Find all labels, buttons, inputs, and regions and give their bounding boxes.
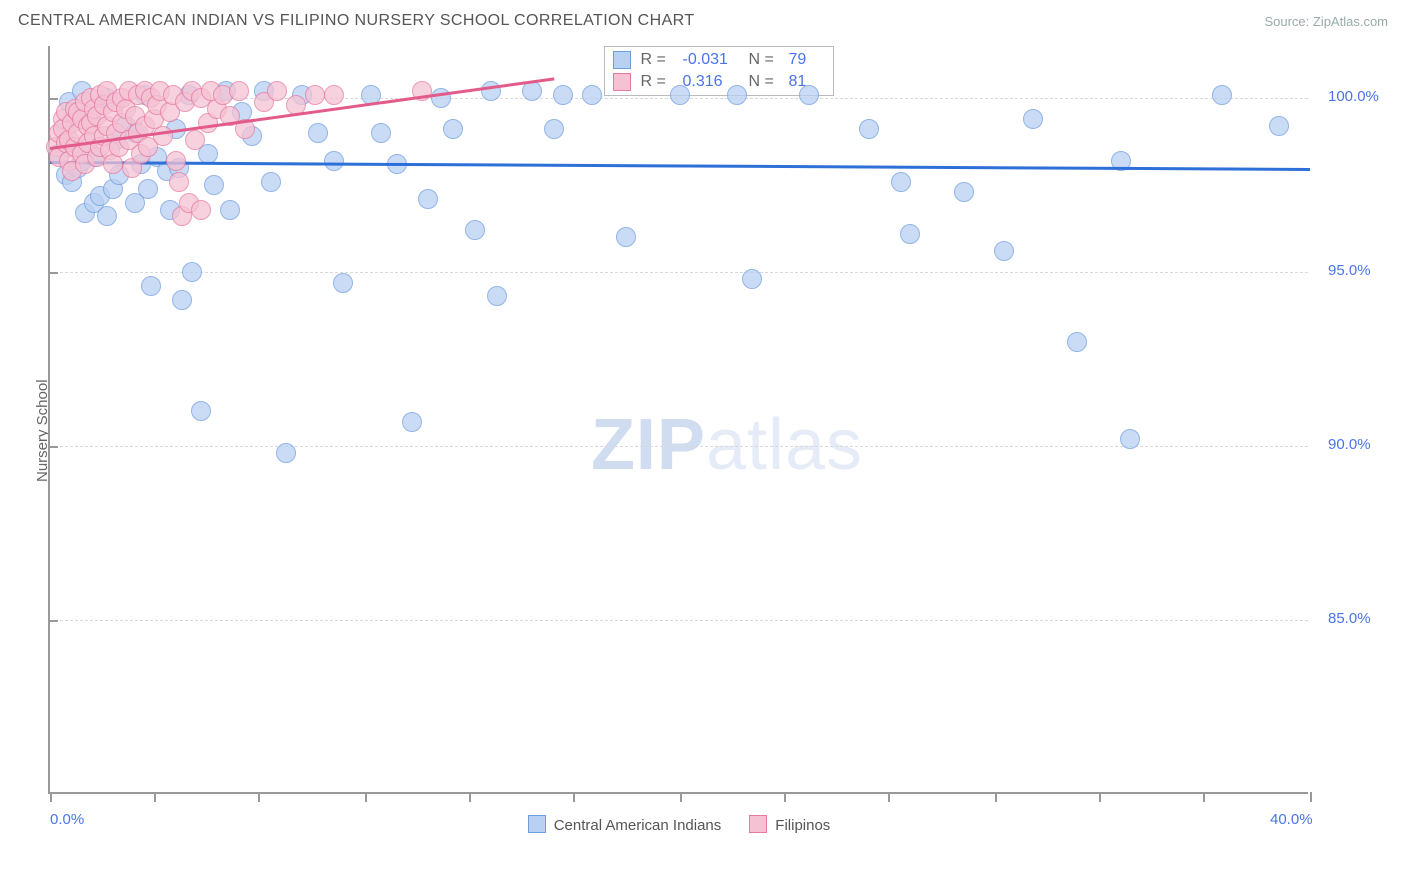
legend-item-fil: Filipinos <box>749 815 830 834</box>
stats-n-label: N = <box>749 51 783 69</box>
x-tick-label: 40.0% <box>1270 811 1313 828</box>
data-point-cai <box>443 119 463 139</box>
chart-source: Source: ZipAtlas.com <box>1264 14 1388 29</box>
data-point-fil <box>191 200 211 220</box>
data-point-fil <box>324 85 344 105</box>
x-tick <box>1203 792 1205 802</box>
stats-swatch-cai <box>613 51 631 69</box>
data-point-cai <box>616 227 636 247</box>
data-point-cai <box>742 269 762 289</box>
x-tick <box>1099 792 1101 802</box>
legend-label-cai: Central American Indians <box>554 817 722 834</box>
y-tick-label: 100.0% <box>1328 88 1379 105</box>
data-point-cai <box>97 206 117 226</box>
data-point-fil <box>267 81 287 101</box>
x-tick <box>258 792 260 802</box>
x-tick <box>680 792 682 802</box>
y-tick-label: 95.0% <box>1328 262 1371 279</box>
legend-label-fil: Filipinos <box>775 817 830 834</box>
stats-r-value-cai: -0.031 <box>683 51 743 69</box>
x-tick <box>784 792 786 802</box>
y-tick-label: 85.0% <box>1328 610 1371 627</box>
legend-swatch-cai <box>528 815 546 833</box>
stats-r-label: R = <box>641 51 677 69</box>
legend: Central American Indians Filipinos <box>50 815 1308 834</box>
data-point-cai <box>371 123 391 143</box>
watermark: ZIPatlas <box>591 404 863 486</box>
y-tick <box>50 98 58 100</box>
data-point-cai <box>487 286 507 306</box>
plot-region: ZIPatlas R =-0.031N =79R =0.316N =81 Cen… <box>48 46 1308 794</box>
data-point-cai <box>891 172 911 192</box>
data-point-cai <box>138 179 158 199</box>
data-point-fil <box>305 85 325 105</box>
data-point-cai <box>1212 85 1232 105</box>
data-point-cai <box>261 172 281 192</box>
chart-area: Nursery School ZIPatlas R =-0.031N =79R … <box>48 42 1388 812</box>
data-point-cai <box>324 151 344 171</box>
x-tick <box>995 792 997 802</box>
data-point-cai <box>544 119 564 139</box>
data-point-fil <box>185 130 205 150</box>
data-point-cai <box>727 85 747 105</box>
data-point-cai <box>276 443 296 463</box>
x-tick <box>154 792 156 802</box>
data-point-cai <box>1120 429 1140 449</box>
data-point-cai <box>670 85 690 105</box>
gridline-h <box>50 620 1308 621</box>
watermark-strong: ZIP <box>591 405 706 485</box>
data-point-fil <box>166 151 186 171</box>
x-tick <box>365 792 367 802</box>
data-point-cai <box>859 119 879 139</box>
data-point-cai <box>553 85 573 105</box>
x-tick <box>50 792 52 802</box>
data-point-cai <box>900 224 920 244</box>
data-point-cai <box>141 276 161 296</box>
x-tick-label: 0.0% <box>50 811 84 828</box>
x-tick <box>469 792 471 802</box>
watermark-light: atlas <box>706 405 863 485</box>
gridline-h <box>50 446 1308 447</box>
data-point-fil <box>169 172 189 192</box>
data-point-cai <box>582 85 602 105</box>
stats-n-value-cai: 79 <box>789 51 825 69</box>
data-point-fil <box>103 154 123 174</box>
legend-item-cai: Central American Indians <box>528 815 722 834</box>
y-tick-label: 90.0% <box>1328 436 1371 453</box>
gridline-h <box>50 272 1308 273</box>
x-tick <box>1310 792 1312 802</box>
data-point-cai <box>418 189 438 209</box>
data-point-fil <box>229 81 249 101</box>
data-point-cai <box>1269 116 1289 136</box>
data-point-cai <box>954 182 974 202</box>
data-point-cai <box>1023 109 1043 129</box>
data-point-cai <box>191 401 211 421</box>
data-point-cai <box>204 175 224 195</box>
data-point-cai <box>308 123 328 143</box>
legend-swatch-fil <box>749 815 767 833</box>
y-tick <box>50 446 58 448</box>
data-point-cai <box>1067 332 1087 352</box>
data-point-cai <box>333 273 353 293</box>
chart-title: CENTRAL AMERICAN INDIAN VS FILIPINO NURS… <box>18 12 695 30</box>
stats-n-label: N = <box>749 73 783 91</box>
data-point-cai <box>172 290 192 310</box>
data-point-cai <box>182 262 202 282</box>
stats-swatch-fil <box>613 73 631 91</box>
data-point-cai <box>465 220 485 240</box>
y-tick <box>50 620 58 622</box>
x-tick <box>573 792 575 802</box>
x-tick <box>888 792 890 802</box>
y-tick <box>50 272 58 274</box>
stats-box: R =-0.031N =79R =0.316N =81 <box>604 46 834 96</box>
data-point-cai <box>220 200 240 220</box>
data-point-cai <box>799 85 819 105</box>
chart-header: CENTRAL AMERICAN INDIAN VS FILIPINO NURS… <box>0 0 1406 42</box>
data-point-cai <box>402 412 422 432</box>
data-point-cai <box>994 241 1014 261</box>
